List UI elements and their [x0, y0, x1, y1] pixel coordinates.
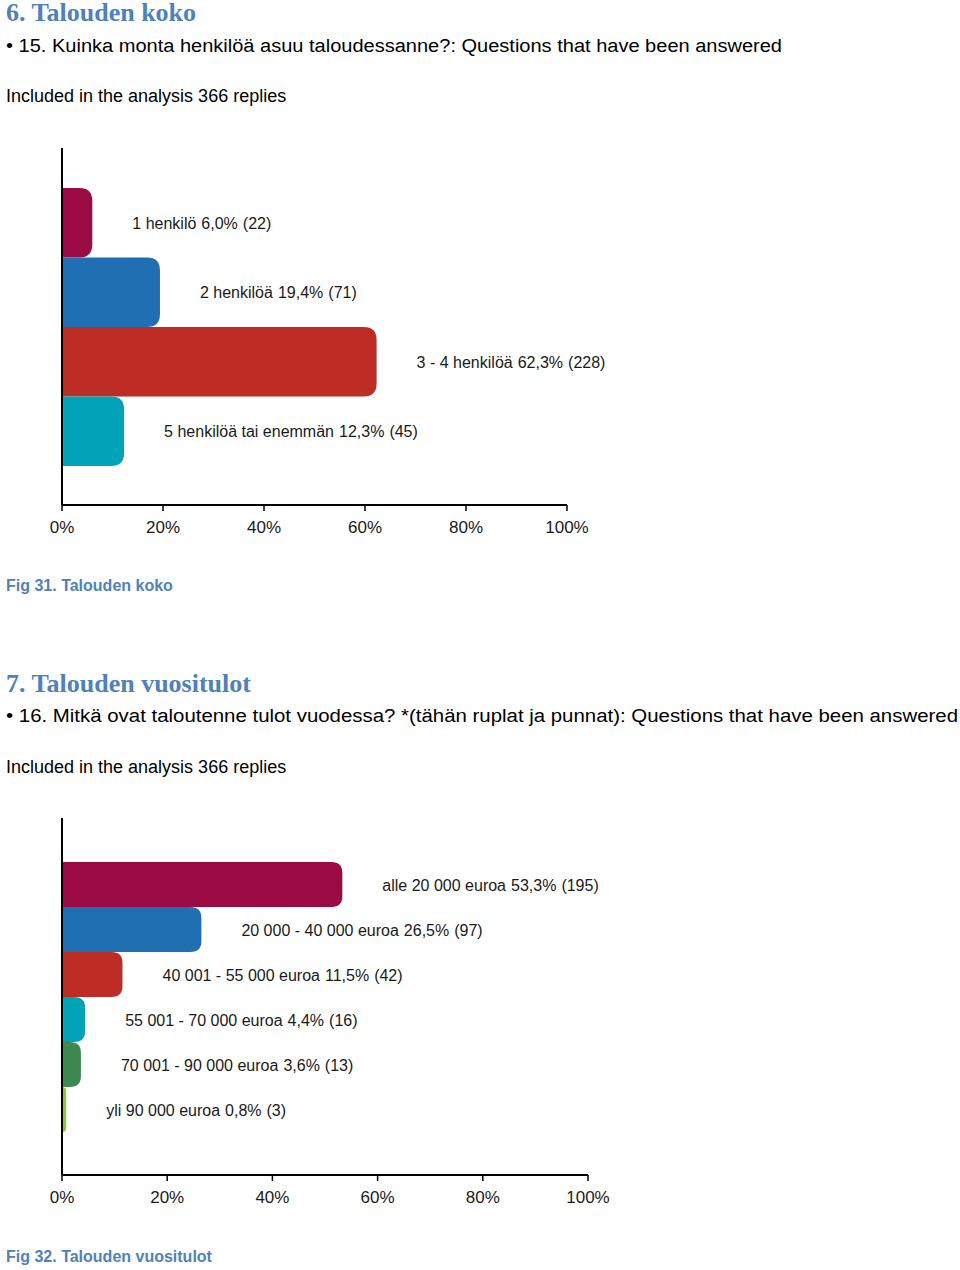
bar-label: 1 henkilö 6,0% (22) — [132, 215, 271, 232]
category-text: 5 henkilöä tai enemmän — [164, 423, 334, 440]
tick-label: 40% — [247, 518, 281, 537]
bar — [62, 907, 201, 952]
bar — [62, 258, 160, 328]
tick-mark — [61, 1175, 63, 1181]
value-text: 11,5% — [325, 967, 369, 984]
page: 6. Talouden koko • 15. Kuinka monta henki… — [0, 0, 960, 1270]
tick-label: 100% — [545, 518, 588, 537]
chart: 6. Talouden koko • 15. Kuinka monta henki… — [6, 0, 782, 594]
tick-mark — [482, 1175, 484, 1181]
value-text: 0,8% — [225, 1102, 261, 1119]
tick-mark — [465, 505, 467, 511]
tick-mark — [61, 505, 63, 511]
bar-label: 20 000 - 40 000 euroa 26,5% (97) — [241, 922, 482, 939]
bar — [62, 862, 342, 907]
value-axis — [62, 504, 567, 506]
figure-caption: Fig 31. Talouden koko — [6, 577, 173, 594]
category-text: yli 90 000 euroa — [106, 1102, 220, 1119]
chart: 7. Talouden vuositulot • 16. Mitkä ovat t… — [6, 669, 958, 1265]
tick-label: 60% — [348, 518, 382, 537]
data-labels: 1 henkilö 6,0% (22) 2 henkilöä 19,4% (71) 3 - … — [132, 215, 605, 441]
tick-label: 80% — [466, 1188, 500, 1207]
axes: 0% 20% 40% 60% 80% 100% — [50, 818, 610, 1207]
count-text: (42) — [374, 967, 402, 984]
count-text: (22) — [243, 215, 271, 232]
value-text: 6,0% — [201, 215, 237, 232]
bar-label: 3 - 4 henkilöä 62,3% (228) — [417, 354, 606, 371]
bar-label: 40 001 - 55 000 euroa 11,5% (42) — [162, 967, 402, 984]
bar-label: yli 90 000 euroa 0,8% (3) — [106, 1102, 286, 1119]
tick-label: 80% — [449, 518, 483, 537]
tick-label: 0% — [50, 518, 75, 537]
tick-label: 20% — [146, 518, 180, 537]
category-axis — [61, 148, 63, 505]
category-text: alle 20 000 euroa — [382, 877, 506, 894]
tick-mark — [166, 1175, 168, 1181]
value-text: 26,5% — [404, 922, 449, 939]
bar — [62, 997, 85, 1042]
tick-mark — [263, 505, 265, 511]
bar — [62, 327, 377, 397]
value-text: 12,3% — [339, 423, 384, 440]
category-text: 3 - 4 henkilöä — [417, 354, 513, 371]
value-text: 53,3% — [511, 877, 556, 894]
count-text: (97) — [454, 922, 482, 939]
question: • 15. Kuinka monta henkilöä asuu taloude… — [6, 36, 782, 56]
count-text: (16) — [329, 1012, 357, 1029]
figure-caption: Fig 32. Talouden vuositulot — [6, 1248, 213, 1265]
tick-mark — [566, 505, 568, 511]
category-text: 40 001 - 55 000 euroa — [162, 967, 320, 984]
question: • 16. Mitkä ovat taloutenne tulot vuodes… — [6, 706, 958, 726]
category-axis — [61, 818, 63, 1175]
tick-mark — [377, 1175, 379, 1181]
count-text: (195) — [561, 877, 598, 894]
tick-label: 100% — [566, 1188, 609, 1207]
section-heading: 7. Talouden vuositulot — [6, 669, 251, 698]
count-text: (13) — [325, 1057, 353, 1074]
bar — [62, 188, 92, 258]
bar-label: alle 20 000 euroa 53,3% (195) — [382, 877, 598, 894]
replies-note: Included in the analysis 366 replies — [6, 757, 286, 777]
tick-label: 0% — [50, 1188, 75, 1207]
value-text: 19,4% — [278, 284, 323, 301]
value-text: 62,3% — [518, 354, 563, 371]
bar — [62, 397, 124, 467]
tick-mark — [162, 505, 164, 511]
value-text: 3,6% — [283, 1057, 319, 1074]
bar-label: 55 001 - 70 000 euroa 4,4% (16) — [125, 1012, 357, 1029]
category-text: 2 henkilöä — [200, 284, 273, 301]
category-text: 20 000 - 40 000 euroa — [241, 922, 399, 939]
category-text: 1 henkilö — [132, 215, 196, 232]
count-text: (45) — [389, 423, 417, 440]
bar — [62, 1042, 81, 1087]
tick-label: 40% — [255, 1188, 289, 1207]
bar — [62, 952, 122, 997]
tick-mark — [364, 505, 366, 511]
count-text: (71) — [328, 284, 356, 301]
count-text: (228) — [568, 354, 605, 371]
tick-label: 60% — [361, 1188, 395, 1207]
tick-label: 20% — [150, 1188, 184, 1207]
tick-mark — [587, 1175, 589, 1181]
value-text: 4,4% — [288, 1012, 324, 1029]
replies-note: Included in the analysis 366 replies — [6, 86, 286, 106]
category-text: 70 001 - 90 000 euroa — [121, 1057, 279, 1074]
bar-label: 5 henkilöä tai enemmän 12,3% (45) — [164, 423, 418, 440]
tick-mark — [272, 1175, 274, 1181]
category-text: 55 001 - 70 000 euroa — [125, 1012, 283, 1029]
value-axis — [62, 1174, 588, 1176]
section-heading: 6. Talouden koko — [6, 0, 196, 27]
bars — [62, 188, 377, 466]
bars — [62, 862, 342, 1132]
axes: 0% 20% 40% 60% 80% 100% — [50, 148, 589, 537]
bar-label: 2 henkilöä 19,4% (71) — [200, 284, 357, 301]
data-labels: alle 20 000 euroa 53,3% (195) 20 000 - 40 0… — [106, 877, 599, 1119]
bar-label: 70 001 - 90 000 euroa3,6% (13) — [121, 1057, 353, 1074]
count-text: (3) — [267, 1102, 287, 1119]
